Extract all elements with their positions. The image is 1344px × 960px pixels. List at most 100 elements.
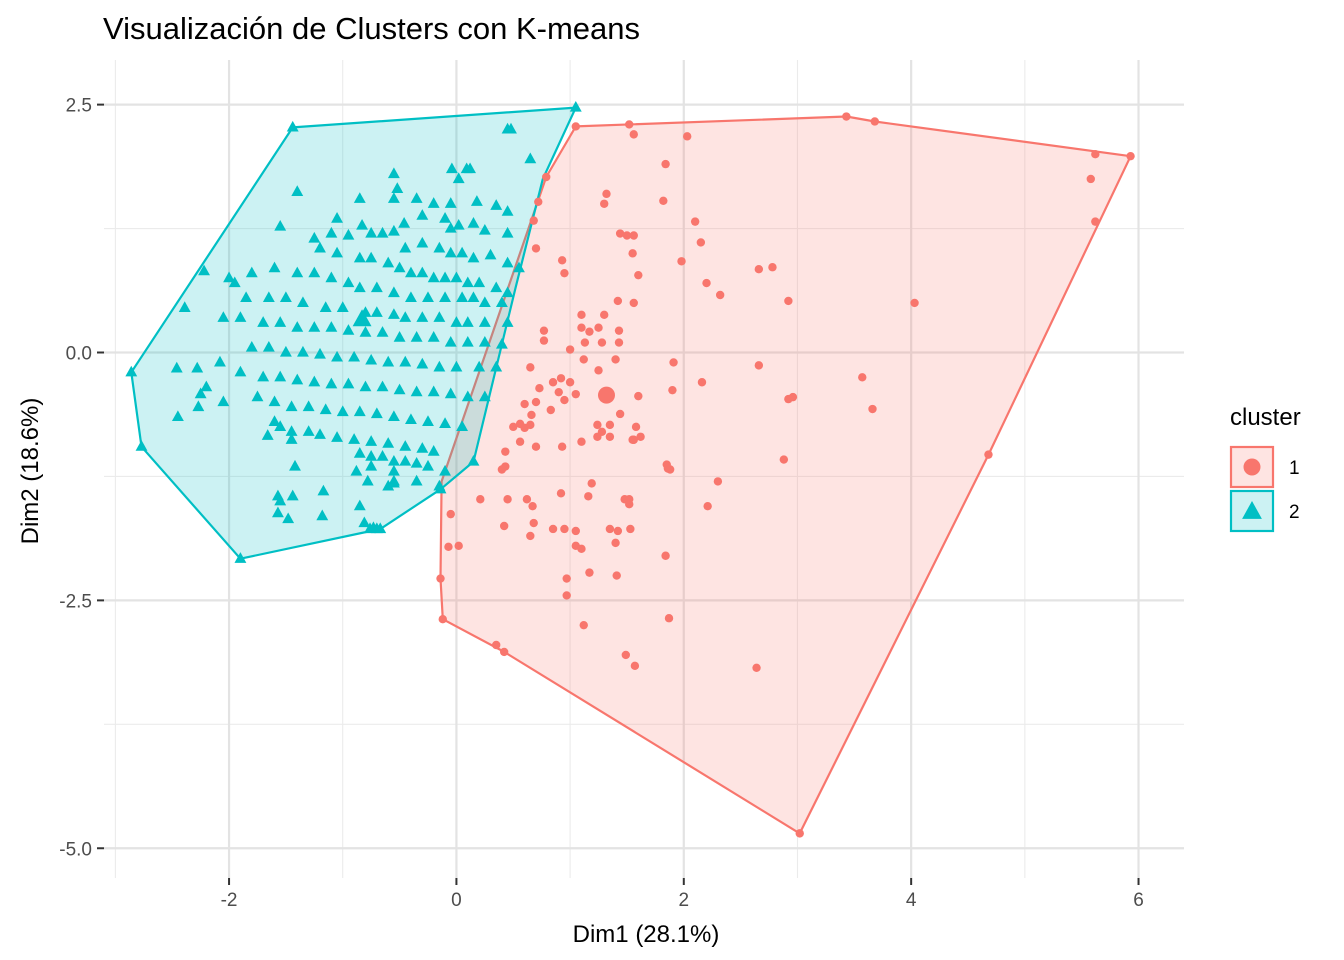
cluster-2-point (359, 326, 372, 337)
cluster-1-point (611, 355, 620, 364)
cluster-2-point (285, 400, 298, 412)
cluster-2-point (302, 425, 315, 436)
cluster-2-point (198, 264, 210, 276)
cluster-2-point (416, 209, 429, 220)
cluster-2-point (286, 489, 299, 501)
cluster-1-point (509, 422, 518, 432)
cluster-1-point (557, 442, 567, 451)
cluster-2-point (289, 459, 301, 471)
cluster-1-point (615, 409, 625, 419)
x-axis-label: Dim1 (28.1%) (573, 921, 720, 948)
cluster-1-point (539, 326, 549, 335)
cluster-2-point (217, 311, 230, 322)
cluster-2-point (223, 271, 235, 283)
cluster-2-point (365, 450, 378, 461)
cluster-2-point (461, 316, 474, 327)
cluster-1-point (702, 278, 711, 288)
cluster-2-point (297, 296, 309, 308)
cluster-1-point (625, 499, 634, 509)
cluster-2-point (410, 331, 423, 342)
cluster-2-point (473, 276, 486, 288)
cluster-2-point (501, 205, 514, 216)
cluster-2-point (214, 355, 226, 367)
cluster-1-centroid (597, 386, 615, 404)
cluster-1-point (625, 120, 634, 129)
cluster-2-point (387, 167, 400, 179)
cluster-2-point (473, 360, 486, 372)
cluster-1-point (534, 197, 543, 206)
cluster-1-point (535, 383, 544, 393)
cluster-2-point (234, 552, 247, 563)
cluster-1-point (613, 526, 623, 536)
cluster-1-point (622, 231, 632, 240)
cluster-2-point (365, 459, 378, 471)
cluster-2-point (291, 266, 304, 278)
cluster-2-point (461, 390, 474, 402)
cluster-2-point (331, 212, 343, 223)
grid (104, 60, 1184, 878)
cluster-1-point (1091, 217, 1100, 226)
cluster-1-point (634, 391, 643, 401)
cluster-2-point (399, 355, 412, 367)
cluster-1-point (600, 310, 609, 320)
cluster-2-point (439, 291, 451, 303)
cluster-2-point (467, 217, 480, 228)
cluster-2-point (434, 482, 447, 494)
cluster-2-point (194, 387, 207, 399)
cluster-2-point (348, 350, 361, 362)
cluster-2-point (251, 390, 264, 402)
x-tick-label: 0 (451, 890, 462, 911)
cluster-1-point (587, 479, 596, 488)
legend-triangle-icon (1242, 501, 1262, 519)
cluster-1-point (629, 231, 638, 240)
cluster-1-point (613, 296, 623, 306)
cluster-2-point (331, 431, 343, 442)
cluster-1-point (546, 405, 555, 415)
cluster-2-point (336, 405, 349, 417)
cluster-1-point (697, 378, 707, 387)
cluster-1-point (593, 420, 602, 430)
cluster-1-point (528, 501, 537, 511)
cluster-1-point (703, 501, 712, 511)
cluster-1-point (614, 326, 624, 335)
legend-label: 1 (1289, 458, 1300, 479)
legend-label: 2 (1289, 502, 1300, 523)
legend-item-1: 1 (1229, 445, 1300, 489)
cluster-2-point (356, 218, 369, 230)
cluster-1-point (520, 399, 529, 409)
cluster-1-point (444, 542, 453, 552)
cluster-1-point (571, 526, 580, 536)
cluster-1-point (628, 249, 637, 258)
cluster-2-point (325, 377, 338, 389)
cluster-2-point (452, 172, 465, 184)
cluster-2-point (505, 122, 517, 134)
cluster-2-point (245, 266, 258, 278)
cluster-2-point (178, 301, 191, 312)
cluster-2-point (456, 420, 469, 431)
cluster-2-point (470, 195, 483, 206)
cluster-2-point (353, 192, 366, 203)
cluster-2-point (387, 454, 400, 466)
cluster-1-point (690, 217, 700, 226)
cluster-1-point (1126, 151, 1135, 161)
cluster-2-point (234, 311, 247, 322)
cluster-2-point (297, 345, 309, 357)
cluster-2-point (274, 420, 287, 431)
cluster-1-point (605, 432, 615, 441)
cluster-2-point (456, 291, 469, 303)
cluster-1-point (585, 568, 594, 577)
cluster-2-point (262, 340, 275, 352)
cluster-1-point (585, 327, 594, 336)
cluster-2-point (342, 228, 355, 240)
cluster-2-point (274, 316, 287, 327)
cluster-2-point (450, 316, 463, 327)
cluster-2-point (387, 308, 400, 319)
cluster-1-point (548, 378, 558, 387)
y-tick-label: 0.0 (66, 343, 92, 364)
cluster-1-point (454, 541, 463, 551)
cluster-2-point (452, 218, 465, 230)
cluster-1-point (499, 647, 509, 657)
cluster-1-point (526, 363, 535, 372)
cluster-2-point (399, 311, 412, 322)
cluster-1-point (526, 531, 535, 541)
